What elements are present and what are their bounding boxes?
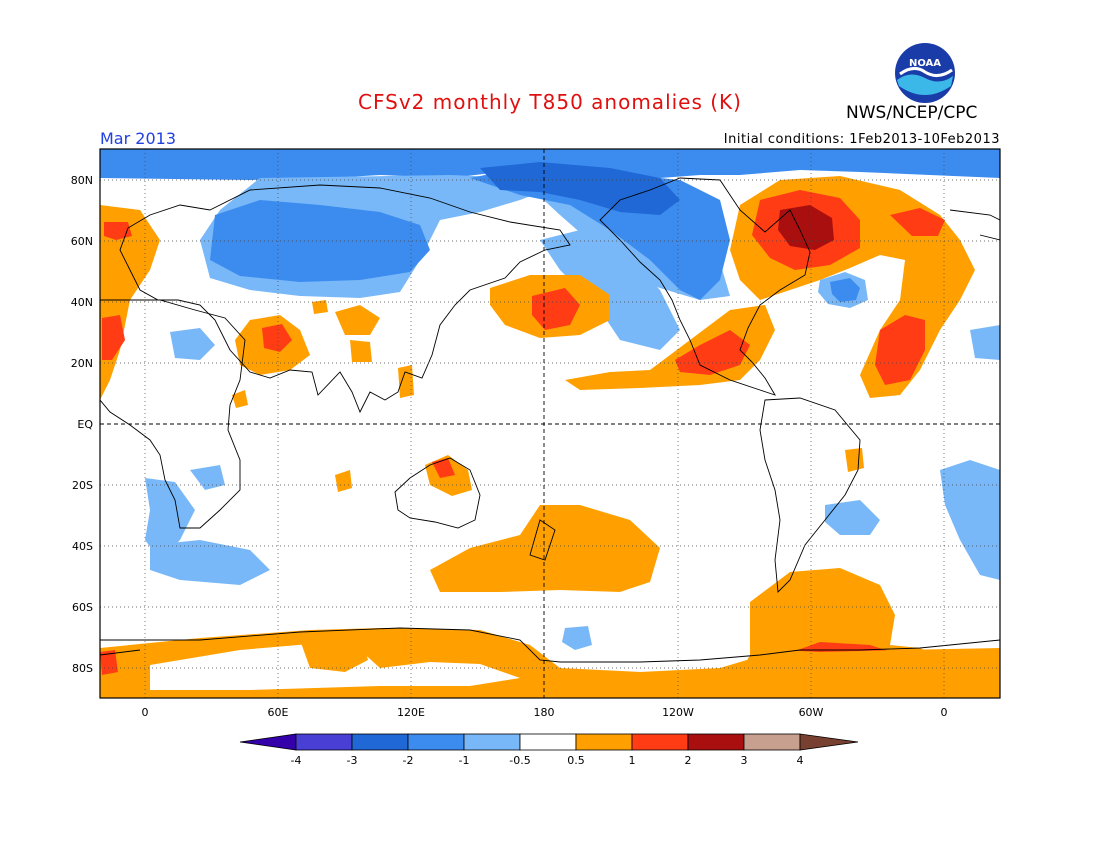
initial-conditions: Initial conditions: 1Feb2013-10Feb2013 xyxy=(723,132,1000,147)
lon-label: 180 xyxy=(534,706,555,719)
lon-label: 120W xyxy=(662,706,694,719)
legend-label: -0.5 xyxy=(509,754,530,767)
lon-label: 0 xyxy=(941,706,948,719)
lat-label: EQ xyxy=(77,418,93,431)
lat-label: 60S xyxy=(72,601,93,614)
lat-label: 20N xyxy=(71,357,93,370)
legend-swatch xyxy=(799,733,859,751)
legend-label: 3 xyxy=(741,754,748,767)
legend-swatch xyxy=(463,733,521,751)
anomaly-field xyxy=(100,149,1000,698)
forecast-month: Mar 2013 xyxy=(100,129,176,148)
legend-label: -2 xyxy=(403,754,414,767)
lat-label: 80S xyxy=(72,662,93,675)
legend-swatch xyxy=(631,733,689,751)
legend-label: -3 xyxy=(347,754,358,767)
legend-swatch xyxy=(295,733,353,751)
legend-swatch xyxy=(519,733,577,751)
lon-labels: 0 60E 120E 180 120W 60W 0 xyxy=(142,706,948,719)
noaa-logo: NOAA xyxy=(895,43,955,103)
agency-label: NWS/NCEP/CPC xyxy=(846,103,978,123)
lon-label: 120E xyxy=(397,706,425,719)
map-title: CFSv2 monthly T850 anomalies (K) xyxy=(358,90,742,114)
positive-anomaly-regions xyxy=(100,176,1000,698)
legend-label: -4 xyxy=(291,754,302,767)
negative-anomaly-regions xyxy=(100,149,1000,650)
legend-label: -1 xyxy=(459,754,470,767)
lon-label: 0 xyxy=(142,706,149,719)
lat-label: 40N xyxy=(71,296,93,309)
legend-swatch xyxy=(239,733,297,751)
legend-label: 0.5 xyxy=(567,754,585,767)
coastlines xyxy=(100,177,1000,663)
lon-label: 60E xyxy=(268,706,289,719)
legend-swatch xyxy=(687,733,745,751)
legend-label: 4 xyxy=(797,754,804,767)
lat-label: 80N xyxy=(71,174,93,187)
legend-label: 2 xyxy=(685,754,692,767)
color-legend: -4 -3 -2 -1 -0.5 0.5 1 2 3 4 xyxy=(239,733,859,767)
legend-swatch xyxy=(351,733,409,751)
gridlines xyxy=(100,149,1000,698)
lat-label: 60N xyxy=(71,235,93,248)
lat-label: 40S xyxy=(72,540,93,553)
legend-swatch xyxy=(407,733,465,751)
lat-labels: 80N 60N 40N 20N EQ 20S 40S 60S 80S xyxy=(71,174,94,675)
legend-swatch xyxy=(743,733,801,751)
legend-swatch xyxy=(575,733,633,751)
logo-text: NOAA xyxy=(909,58,941,69)
legend-label: 1 xyxy=(629,754,636,767)
lon-label: 60W xyxy=(799,706,824,719)
lat-label: 20S xyxy=(72,479,93,492)
equator-dateline xyxy=(100,149,1000,698)
map-frame xyxy=(99,148,1001,699)
